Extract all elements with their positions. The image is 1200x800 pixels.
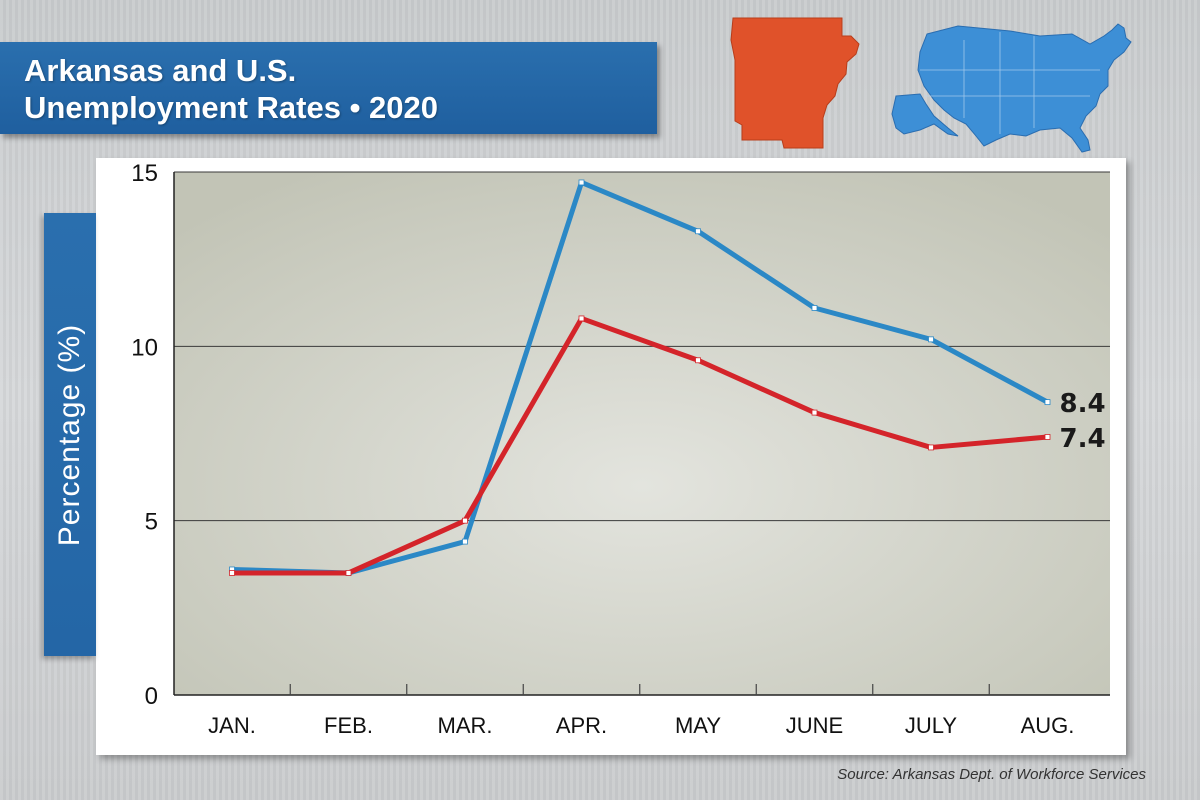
arkansas-series-end-label: 7.4 — [1060, 424, 1106, 454]
arkansas-series-point — [462, 517, 468, 524]
x-tick-label: FEB. — [324, 713, 373, 738]
chart-title-line-2: Unemployment Rates • 2020 — [24, 90, 439, 125]
us-series-point — [462, 538, 468, 545]
arkansas-series-point — [811, 409, 818, 416]
us-series-point — [811, 305, 818, 311]
us-map-icon — [891, 23, 1132, 153]
axis-layer — [173, 172, 1110, 696]
y-tick-labels: 0 5 10 15 — [131, 160, 158, 710]
end-labels: 8.47.4 — [1060, 389, 1106, 454]
arkansas-series-point — [578, 315, 585, 322]
x-tick-labels: JAN. FEB. MAR. APR. MAY JUNE JULY AUG. — [208, 713, 1074, 738]
arkansas-state-map-icon — [730, 17, 860, 149]
arkansas-series-point — [229, 570, 235, 576]
y-tick-label: 5 — [145, 509, 158, 536]
source-note: Source: Arkansas Dept. of Workforce Serv… — [837, 766, 1146, 783]
us-series-point — [695, 228, 701, 235]
series-layer — [229, 179, 1051, 576]
x-tick-label: JUNE — [786, 713, 843, 738]
x-tick-label: JULY — [905, 713, 957, 738]
x-tick-label: MAR. — [438, 713, 493, 738]
x-tick-label: AUG. — [1021, 713, 1075, 738]
us-series-point — [928, 336, 934, 343]
arkansas-series-line — [229, 315, 1050, 576]
us-series-line — [229, 179, 1050, 576]
x-tick-label: JAN. — [208, 713, 256, 738]
y-tick-label: 15 — [131, 160, 158, 187]
plot-area — [174, 172, 1110, 695]
x-tick-label: MAY — [675, 713, 721, 738]
x-tick-label: APR. — [556, 713, 607, 738]
us-series-point — [578, 179, 585, 186]
chart-title-line-1: Arkansas and U.S. — [24, 53, 297, 88]
arkansas-series-point — [1044, 434, 1051, 440]
y-tick-label: 0 — [145, 683, 158, 710]
arkansas-series-point — [928, 444, 934, 451]
y-axis-label-panel — [44, 213, 96, 656]
us-series-point — [1044, 399, 1051, 406]
y-tick-label: 10 — [131, 334, 158, 361]
us-series-end-label: 8.4 — [1060, 389, 1106, 419]
title-banner: Arkansas and U.S. Unemployment Rates • 2… — [0, 42, 657, 134]
arkansas-series-point — [345, 570, 352, 576]
arkansas-series-point — [695, 357, 701, 364]
grid-layer — [174, 171, 1110, 522]
